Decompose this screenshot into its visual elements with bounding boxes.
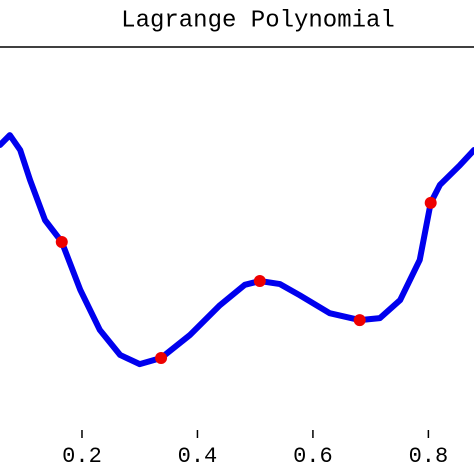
- x-tick-label: 0.4: [178, 444, 218, 469]
- data-point: [55, 235, 68, 248]
- data-point: [155, 351, 168, 364]
- data-point: [253, 275, 266, 288]
- x-tick-label: 0.8: [409, 444, 449, 469]
- data-point: [353, 314, 366, 327]
- data-point: [424, 196, 437, 209]
- curve: [0, 132, 474, 368]
- x-tick-label: 0.6: [293, 444, 333, 469]
- x-tick-label: 0.2: [62, 444, 102, 469]
- chart-title: Lagrange Polynomial: [121, 7, 395, 34]
